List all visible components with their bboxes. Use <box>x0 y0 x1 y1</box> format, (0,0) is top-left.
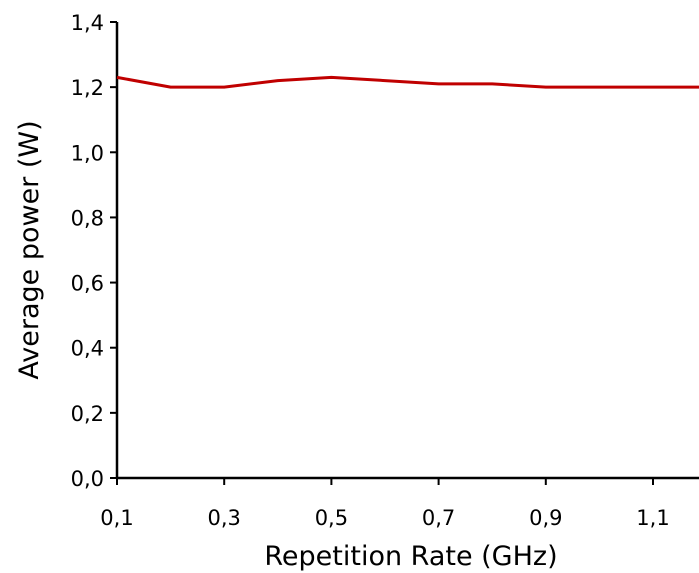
x-tick-label: 1,1 <box>636 506 669 530</box>
y-tick-label: 0,2 <box>71 402 104 426</box>
x-axis-title: Repetition Rate (GHz) <box>264 541 557 572</box>
y-tick-label: 1,0 <box>71 141 104 165</box>
x-tick-label: 0,7 <box>422 506 455 530</box>
x-tick-label: 0,1 <box>100 506 133 530</box>
y-tick-label: 0,8 <box>71 206 104 230</box>
series-layer <box>116 75 699 89</box>
y-tick-label: 1,2 <box>71 76 104 100</box>
y-tick-label: 0,4 <box>71 337 104 361</box>
x-tick-label: 0,9 <box>529 506 562 530</box>
x-tick-label: 0,3 <box>207 506 240 530</box>
x-tick-label: 0,5 <box>315 506 348 530</box>
series-line <box>116 75 699 89</box>
y-tick-label: 1,4 <box>71 11 104 35</box>
x-axis-ticks: 0,1 0,3 0,5 0,7 0,9 1,1 <box>100 478 670 530</box>
y-axis-title: Average power (W) <box>14 120 45 379</box>
y-axis-ticks: 0,0 0,2 0,4 0,6 0,8 1,0 1,2 1,4 <box>71 11 117 491</box>
y-tick-label: 0,6 <box>71 272 104 296</box>
y-tick-label: 0,0 <box>71 467 104 491</box>
